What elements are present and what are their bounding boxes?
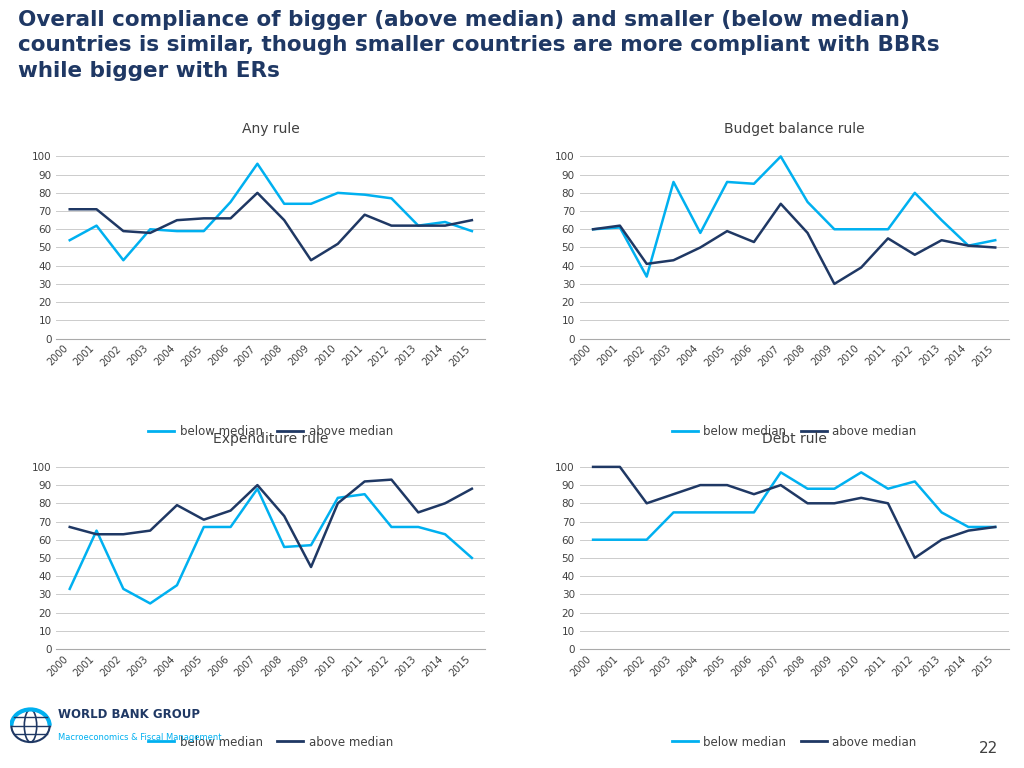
Title: Expenditure rule: Expenditure rule [213, 432, 329, 446]
Text: Overall compliance of bigger (above median) and smaller (below median)
countries: Overall compliance of bigger (above medi… [18, 9, 940, 81]
Text: Macroeconomics & Fiscal Management: Macroeconomics & Fiscal Management [57, 733, 221, 742]
Text: 22: 22 [979, 741, 998, 756]
Text: WORLD BANK GROUP: WORLD BANK GROUP [57, 708, 200, 720]
Legend: below median, above median: below median, above median [143, 731, 398, 753]
Legend: below median, above median: below median, above median [667, 731, 922, 753]
Legend: below median, above median: below median, above median [667, 421, 922, 443]
Title: Any rule: Any rule [242, 121, 300, 136]
Title: Debt rule: Debt rule [762, 432, 826, 446]
Legend: below median, above median: below median, above median [143, 421, 398, 443]
Title: Budget balance rule: Budget balance rule [724, 121, 864, 136]
